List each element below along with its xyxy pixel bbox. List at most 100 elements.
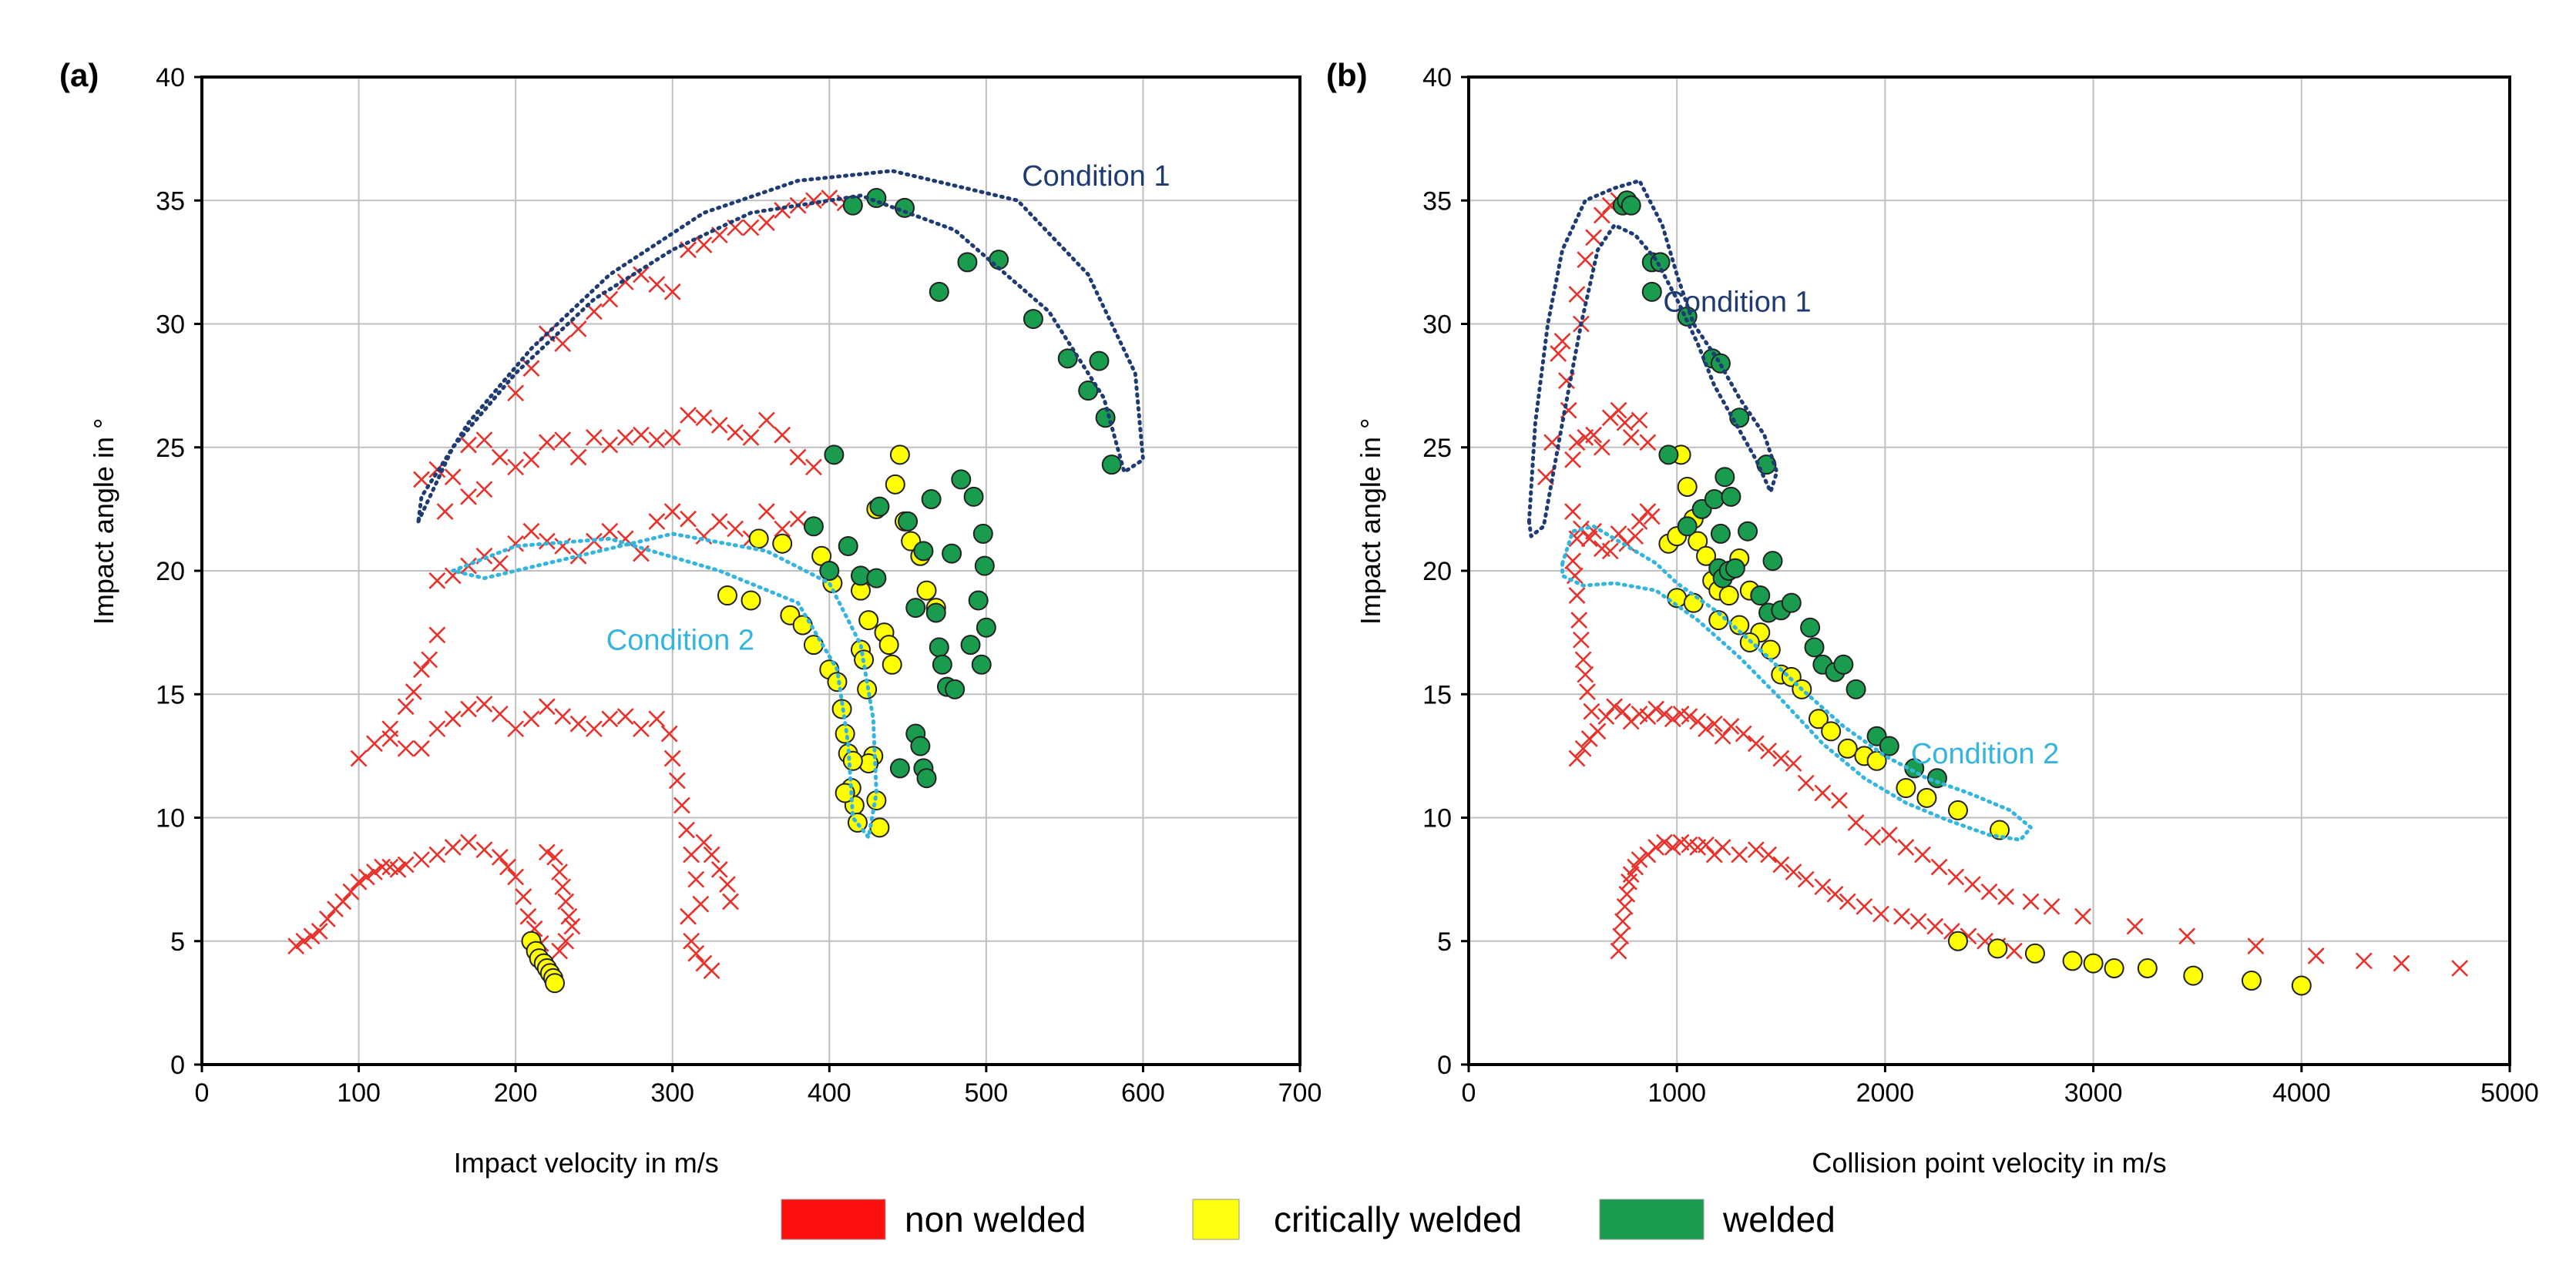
data-point-x-marker — [1714, 727, 1731, 745]
data-point-circle-marker — [1808, 709, 1829, 729]
y-tick-label: 15 — [1422, 680, 1452, 709]
data-point-x-marker — [648, 431, 666, 449]
data-point-x-marker — [381, 730, 399, 747]
data-point-x-marker — [2355, 952, 2373, 970]
data-point-x-marker — [1909, 913, 1927, 931]
data-point-x-marker — [1564, 552, 1582, 570]
data-point-circle-marker — [916, 580, 937, 601]
y-tick-label: 10 — [156, 804, 185, 833]
data-point-x-marker — [554, 708, 572, 726]
data-point-x-marker — [1612, 927, 1630, 945]
data-point-x-marker — [397, 739, 415, 757]
y-tick-label: 35 — [1422, 186, 1452, 216]
data-point-x-marker — [1872, 905, 1889, 923]
data-point-x-marker — [2074, 907, 2092, 925]
data-point-x-marker — [774, 520, 791, 538]
data-point-x-marker — [1610, 942, 1627, 960]
data-point-circle-marker — [1800, 617, 1821, 638]
data-point-circle-marker — [835, 723, 855, 744]
x-axis-label: Collision point velocity in m/s — [1812, 1147, 2166, 1179]
data-point-x-marker — [1616, 414, 1634, 431]
x-tick-label: 200 — [494, 1078, 538, 1108]
x-tick-label: 600 — [1121, 1078, 1165, 1108]
data-point-circle-marker — [882, 654, 902, 675]
data-point-x-marker — [789, 448, 807, 466]
x-tick-label: 1000 — [1647, 1078, 1706, 1108]
data-point-x-marker — [710, 512, 728, 530]
data-point-circle-marker — [1821, 721, 1842, 742]
data-point-x-marker — [1570, 612, 1588, 629]
data-point-x-marker — [805, 192, 822, 210]
data-point-circle-marker — [748, 528, 769, 549]
data-point-x-marker — [515, 888, 532, 905]
data-point-circle-marker — [1023, 309, 1043, 330]
data-point-circle-marker — [1738, 521, 1758, 542]
data-point-x-marker — [1568, 434, 1586, 451]
data-point-x-marker — [491, 848, 509, 866]
legend: non welded critically welded welded — [781, 1199, 1835, 1240]
data-point-x-marker — [1553, 333, 1571, 350]
data-point-x-marker — [663, 503, 681, 520]
data-point-x-marker — [1760, 743, 1778, 760]
data-point-x-marker — [507, 868, 525, 886]
data-point-circle-marker — [842, 750, 863, 771]
x-axis-label: Impact velocity in m/s — [454, 1147, 719, 1179]
data-point-x-marker — [601, 522, 619, 540]
data-point-circle-marker — [1990, 820, 2010, 840]
data-point-x-marker — [413, 851, 430, 868]
data-point-circle-marker — [2291, 975, 2312, 996]
data-point-x-marker — [1579, 683, 1596, 700]
x-tick-label: 300 — [650, 1078, 694, 1108]
data-point-x-marker — [1568, 286, 1586, 303]
data-point-x-marker — [538, 698, 556, 716]
data-point-circle-marker — [972, 523, 993, 544]
data-point-x-marker — [554, 431, 572, 449]
condition-region-outline — [1560, 524, 2034, 842]
legend-swatch — [1599, 1199, 1704, 1240]
data-point-x-marker — [1831, 792, 1848, 809]
condition-annotation: Condition 2 — [606, 625, 754, 657]
data-point-x-marker — [727, 520, 744, 538]
data-point-x-marker — [1577, 666, 1594, 683]
data-point-x-marker — [1622, 429, 1640, 446]
data-point-x-marker — [789, 510, 807, 528]
data-point-x-marker — [1930, 858, 1948, 876]
data-point-circle-marker — [717, 585, 737, 606]
data-point-x-marker — [757, 503, 775, 520]
legend-label: non welded — [905, 1199, 1086, 1239]
data-point-circle-marker — [1715, 467, 1735, 488]
data-point-x-marker — [1564, 451, 1582, 468]
data-point-x-marker — [303, 927, 321, 945]
y-tick-label: 25 — [1422, 434, 1452, 463]
data-point-x-marker — [601, 710, 619, 728]
data-point-x-marker — [1760, 846, 1778, 864]
y-tick-label: 5 — [170, 927, 185, 957]
y-axis-label: Impact angle in ° — [1355, 418, 1386, 625]
data-point-x-marker — [687, 870, 705, 888]
y-tick-label: 20 — [156, 557, 185, 586]
data-point-circle-marker — [1677, 477, 1698, 498]
x-tick-label: 4000 — [2272, 1078, 2331, 1108]
data-point-x-marker — [557, 932, 575, 950]
data-point-x-marker — [475, 841, 493, 859]
data-point-circle-marker — [2024, 943, 2045, 964]
x-tick-label: 100 — [337, 1078, 381, 1108]
data-point-circle-marker — [910, 736, 931, 756]
data-point-circle-marker — [824, 444, 845, 465]
data-point-x-marker — [428, 846, 446, 864]
data-point-x-marker — [616, 708, 634, 726]
data-point-x-marker — [554, 335, 572, 353]
data-point-x-marker — [421, 651, 438, 669]
data-point-circle-marker — [1057, 348, 1078, 369]
data-point-x-marker — [648, 276, 666, 293]
data-point-x-marker — [389, 860, 407, 878]
data-point-circle-marker — [1725, 558, 1745, 578]
panel-a: 0 100 200 300 400 500 600 700 0 5 10 15 20 25 30 35 40 Im… — [59, 57, 1322, 1179]
data-point-x-marker — [1705, 715, 1723, 733]
data-point-circle-marker — [960, 635, 981, 656]
data-point-circle-marker — [1710, 523, 1731, 544]
data-point-x-marker — [663, 283, 681, 300]
data-point-x-marker — [1560, 401, 1577, 419]
data-point-circle-marker — [916, 768, 937, 789]
